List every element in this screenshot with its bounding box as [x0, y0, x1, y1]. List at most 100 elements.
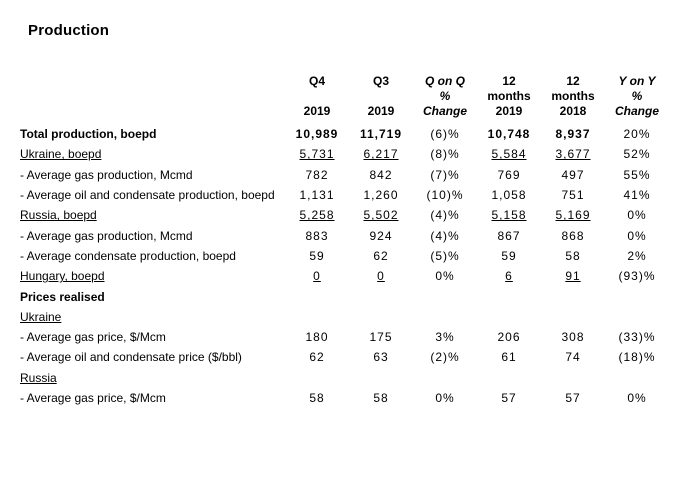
column-header-cell: Q on Q% Change	[413, 75, 477, 118]
column-header-cell: Q4 2019	[285, 75, 349, 118]
cell-value: 0	[313, 269, 321, 284]
cell-value: 20%	[623, 127, 651, 142]
table-row: - Average condensate production, boepd 59…	[20, 246, 669, 266]
cell-value: 52%	[623, 147, 651, 162]
table-row: Russia, boepd 5,258 5,502 (4)% 5,158 5,169 0%	[20, 205, 669, 225]
production-table: Q4 2019 Q3 2019 Q on Q% Change 12 months 2019 12 m…	[20, 75, 669, 408]
row-label: Ukraine	[20, 309, 62, 324]
table-row: - Average gas production, Mcmd 883 924 (4)%…	[20, 225, 669, 245]
cell-value: 206	[497, 330, 521, 345]
cell-value: 74	[565, 350, 581, 365]
column-header: 12 months 2018	[541, 75, 605, 118]
cell-value: 3,677	[555, 147, 591, 162]
table-row: - Average gas price, $/Mcm 180 175 3% 206 308…	[20, 327, 669, 347]
table-row: Total production, boepd 10,989 11,719 (6)% 1…	[20, 124, 669, 144]
cell-value: 11,719	[359, 127, 403, 142]
column-header-line	[349, 90, 413, 103]
row-label: - Average condensate production, boepd	[20, 248, 236, 263]
column-header-line: Change	[422, 104, 467, 118]
table-row: - Average gas price, $/Mcm 58 58 0% 57 57 0%	[20, 388, 669, 408]
column-header: Q3 2019	[349, 75, 413, 118]
cell-value: 91	[565, 269, 581, 284]
column-header-cell: Y on Y% Change	[605, 75, 669, 118]
cell-value: 0%	[627, 208, 647, 223]
cell-value: 883	[305, 228, 329, 243]
cell-value: 10,748	[487, 127, 531, 142]
cell-value: 59	[501, 248, 517, 263]
row-label: Total production, boepd	[20, 127, 157, 142]
cell-value: (4)%	[430, 228, 460, 243]
table-row: Ukraine, boepd 5,731 6,217 (8)% 5,584 3,677 52…	[20, 144, 669, 164]
column-header-line: 2019	[367, 104, 395, 118]
column-header-line: 2019	[495, 104, 523, 118]
cell-value: 57	[565, 391, 581, 405]
column-header-line: Q4	[308, 74, 325, 88]
cell-value: (5)%	[430, 248, 460, 263]
row-label: Russia	[20, 370, 57, 385]
cell-value: (33)%	[618, 330, 656, 345]
column-header-cell: Q3 2019	[349, 75, 413, 118]
column-header-line: Q on Q	[425, 74, 465, 88]
header-label-spacer	[20, 75, 285, 118]
cell-value: 2%	[627, 248, 647, 263]
cell-value: (93)%	[618, 269, 656, 284]
cell-value: 751	[561, 188, 585, 203]
cell-value: 1,260	[363, 188, 399, 203]
row-label: - Average gas production, Mcmd	[20, 228, 193, 243]
cell-value: (8)%	[430, 147, 460, 162]
column-header-cell: 12 months 2018	[541, 75, 605, 118]
cell-value: (4)%	[430, 208, 460, 223]
table-row: - Average oil and condensate price ($/bb…	[20, 347, 669, 367]
cell-value: 58	[309, 391, 325, 405]
cell-value: 5,169	[555, 208, 591, 223]
table-header-row: Q4 2019 Q3 2019 Q on Q% Change 12 months 2019 12 m…	[20, 75, 669, 118]
cell-value: 1,131	[299, 188, 335, 203]
column-header-line: months	[551, 89, 595, 103]
cell-value: 55%	[623, 167, 651, 182]
cell-value: (2)%	[430, 350, 460, 365]
table-row: Prices realised	[20, 286, 669, 306]
cell-value: 0%	[627, 228, 647, 243]
cell-value: 308	[561, 330, 585, 345]
column-header-line: 12	[566, 74, 580, 88]
cell-value: 6,217	[363, 147, 399, 162]
cell-value: 175	[369, 330, 393, 345]
column-header: Q4 2019	[285, 75, 349, 118]
row-label: - Average gas price, $/Mcm	[20, 391, 166, 405]
cell-value: 1,058	[491, 188, 527, 203]
table-row: Hungary, boepd 0 0 0% 6 91 (93)%	[20, 266, 669, 286]
cell-value: 58	[565, 248, 581, 263]
column-header-line: months	[487, 89, 531, 103]
cell-value: 497	[561, 167, 585, 182]
cell-value: 57	[501, 391, 517, 405]
cell-value: 180	[305, 330, 329, 345]
cell-value: 842	[369, 167, 393, 182]
column-header-line: %	[631, 89, 643, 103]
cell-value: (10)%	[426, 188, 464, 203]
column-header-cell: 12 months 2019	[477, 75, 541, 118]
column-header-line: 12	[502, 74, 516, 88]
cell-value: 868	[561, 228, 585, 243]
cell-value: 5,258	[299, 208, 335, 223]
cell-value: 3%	[435, 330, 455, 345]
cell-value: (18)%	[618, 350, 656, 365]
column-header-line: 2018	[559, 104, 587, 118]
row-label: - Average oil and condensate production,…	[20, 188, 275, 203]
table-row: - Average gas production, Mcmd 782 842 (7)%…	[20, 165, 669, 185]
column-header-line: Y on Y	[618, 74, 656, 88]
cell-value: 0%	[435, 269, 455, 284]
cell-value: 0	[377, 269, 385, 284]
cell-value: 5,731	[299, 147, 335, 162]
table-row: Russia	[20, 368, 669, 388]
column-header-line: Q3	[372, 74, 389, 88]
cell-value: 5,158	[491, 208, 527, 223]
table-row: - Average oil and condensate production,…	[20, 185, 669, 205]
cell-value: 59	[309, 248, 325, 263]
cell-value: 5,502	[363, 208, 399, 223]
cell-value: 5,584	[491, 147, 527, 162]
page-title: Production	[28, 22, 110, 39]
cell-value: 41%	[623, 188, 651, 203]
column-header-line: 2019	[303, 104, 331, 118]
cell-value: (6)%	[430, 127, 460, 142]
row-label: Hungary, boepd	[20, 269, 105, 284]
